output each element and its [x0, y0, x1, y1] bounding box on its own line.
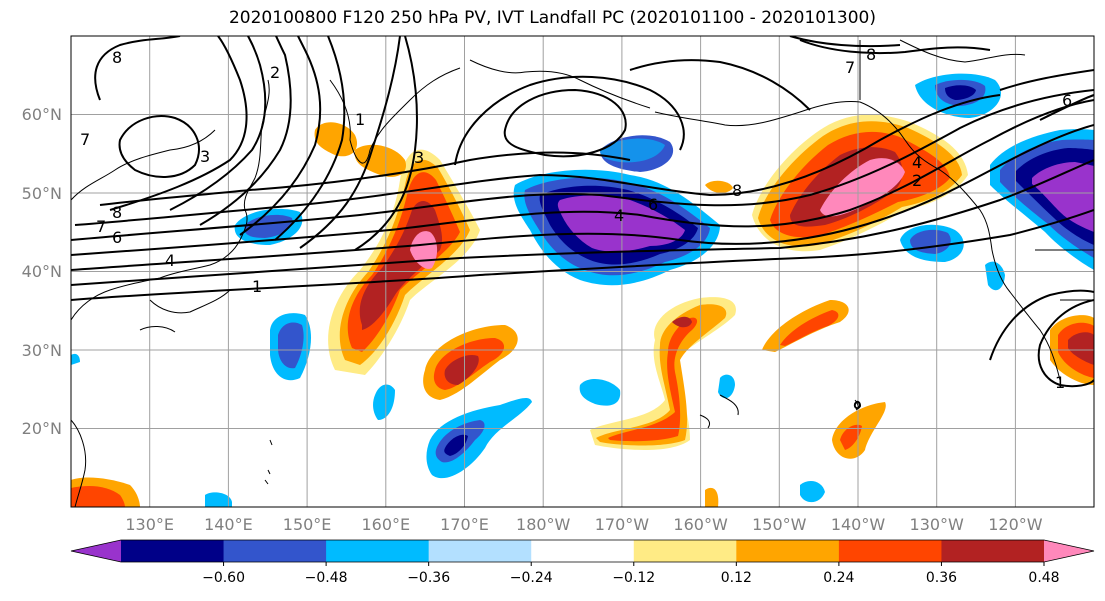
- contour-label: 2: [270, 63, 280, 82]
- lon-label: 140°E: [204, 515, 253, 534]
- contour-label: 3: [200, 147, 210, 166]
- lon-label: 180°W: [516, 515, 571, 534]
- lat-label-30n: 30°N: [22, 341, 62, 360]
- colorbar-segment: [121, 540, 225, 562]
- contour-label: 7: [80, 130, 90, 149]
- lon-label: 140°W: [831, 515, 886, 534]
- colorbar-tick-label: 0.48: [1028, 570, 1059, 586]
- colorbar-segment: [838, 540, 942, 562]
- lat-label-20n: 20°N: [22, 419, 62, 438]
- colorbar-segment: [223, 540, 327, 562]
- colorbar-tick-label: −0.24: [510, 570, 553, 586]
- contour-label: 1: [252, 277, 262, 296]
- lon-label: 160°E: [361, 515, 410, 534]
- map-frame: [70, 35, 1095, 508]
- contour-label: 8: [866, 45, 876, 64]
- colorbar-tick-label: 0.12: [721, 570, 752, 586]
- colorbar: −0.60 −0.48 −0.36 −0.24 −0.12 0.12 0.24 0.36 0.4…: [70, 539, 1095, 586]
- colorbar-segment: [428, 540, 532, 562]
- contour-labels: 8 2 7 3 1 8 7 6 8 7 6 4 1 4 6 8 2 4 1 3: [80, 45, 1072, 392]
- contour-label: 6: [1062, 91, 1072, 110]
- colorbar-tick-label: −0.60: [202, 570, 245, 586]
- longitude-labels: 130°E 140°E 150°E 160°E 170°E 180°W 170°…: [125, 515, 1042, 534]
- lon-label: 130°E: [125, 515, 174, 534]
- colorbar-segment: [326, 540, 430, 562]
- contour-label: 4: [614, 206, 624, 225]
- colorbar-tick-label: −0.36: [407, 570, 450, 586]
- contour-label: 4: [165, 251, 175, 270]
- colorbar-tick-label: 0.24: [823, 570, 854, 586]
- colorbar-tick-label: −0.48: [305, 570, 348, 586]
- map-title: 2020100800 F120 250 hPa PV, IVT Landfall…: [228, 8, 876, 28]
- lon-label: 150°W: [752, 515, 807, 534]
- lat-label-50n: 50°N: [22, 184, 62, 203]
- colorbar-segment: [941, 540, 1045, 562]
- lon-label: 150°E: [283, 515, 332, 534]
- latitude-labels: 20°N 30°N 40°N 50°N 60°N: [22, 105, 62, 438]
- lon-label: 160°W: [673, 515, 728, 534]
- colorbar-segment: [736, 540, 840, 562]
- colorbar-extend-min: [71, 540, 121, 562]
- contour-label: 3: [414, 148, 424, 167]
- contour-label: 6: [112, 228, 122, 247]
- lon-label: 170°E: [440, 515, 489, 534]
- coastlines: [71, 39, 1094, 507]
- colorbar-segment: [531, 540, 635, 562]
- contour-label: 8: [732, 181, 742, 200]
- colorbar-tick-label: 0.36: [926, 570, 957, 586]
- lat-label-60n: 60°N: [22, 105, 62, 124]
- contour-label: 4: [912, 153, 922, 172]
- contour-label: 8: [112, 48, 122, 67]
- contour-label: 7: [96, 217, 106, 236]
- lon-label: 170°W: [595, 515, 650, 534]
- pv-contours: [71, 36, 1094, 410]
- contour-label: 7: [845, 58, 855, 77]
- lat-label-40n: 40°N: [22, 262, 62, 281]
- map-area: 8 2 7 3 1 8 7 6 8 7 6 4 1 4 6 8 2 4 1 3: [71, 36, 1094, 507]
- lon-label: 130°W: [910, 515, 965, 534]
- contour-label: 8: [112, 203, 122, 222]
- contour-label: 1: [355, 110, 365, 129]
- colorbar-outline: [70, 539, 1095, 563]
- contour-label: 1: [1055, 373, 1065, 392]
- colorbar-segment: [633, 540, 737, 562]
- colorbar-extend-max: [1044, 540, 1094, 562]
- map-gridlines: [71, 36, 1094, 507]
- lon-label: 120°W: [988, 515, 1043, 534]
- contour-label: 2: [912, 171, 922, 190]
- contour-label: 6: [648, 195, 658, 214]
- colorbar-tick-label: −0.12: [612, 570, 655, 586]
